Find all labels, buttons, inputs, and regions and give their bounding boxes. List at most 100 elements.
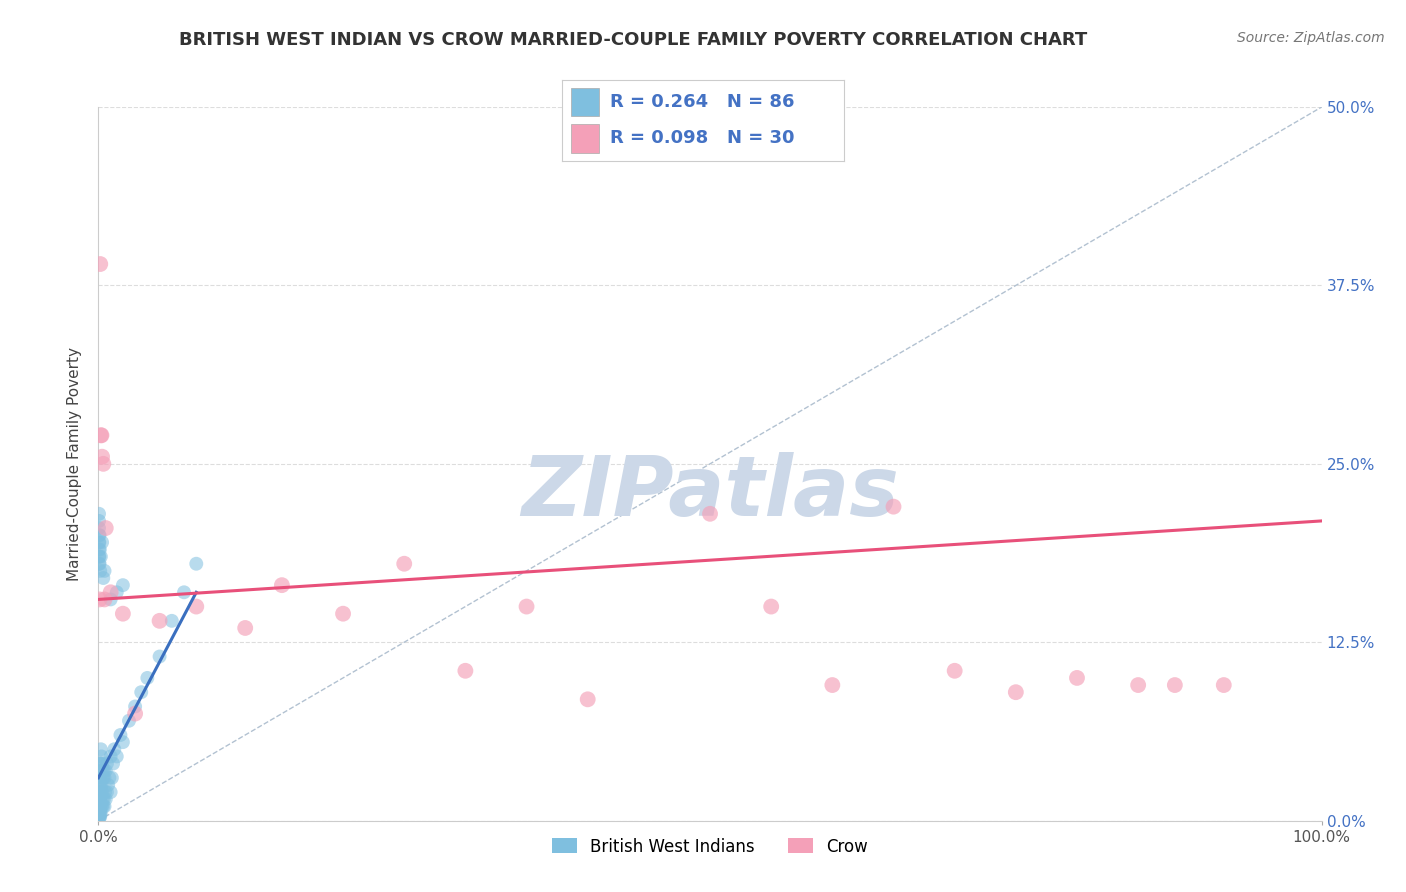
Point [89, 792, 111, 806]
Point [761, 599, 783, 614]
Point [93, 592, 115, 607]
Point [883, 500, 905, 514]
Point [89, 809, 111, 823]
Point [89, 809, 111, 823]
Text: ZIPatlas: ZIPatlas [522, 452, 898, 533]
Point [332, 607, 354, 621]
Point [93, 792, 115, 806]
Point [87, 806, 110, 821]
Point [149, 649, 172, 664]
Point [87, 792, 110, 806]
Point [89, 771, 111, 785]
Point [91, 756, 114, 771]
Point [89, 806, 111, 821]
Legend: British West Indians, Crow: British West Indians, Crow [546, 831, 875, 863]
Point [1164, 678, 1187, 692]
Point [149, 614, 172, 628]
Point [93, 771, 115, 785]
Point [90, 749, 112, 764]
Point [89, 792, 111, 806]
Point [89, 799, 111, 814]
Point [103, 742, 125, 756]
Point [90, 742, 112, 756]
Point [93, 764, 115, 778]
Point [89, 785, 111, 799]
Point [89, 557, 111, 571]
Bar [571, 125, 599, 153]
Point [136, 671, 159, 685]
Point [90, 806, 112, 821]
Point [270, 578, 294, 592]
Point [90, 428, 112, 442]
Point [100, 592, 122, 607]
Point [392, 557, 416, 571]
Point [160, 614, 183, 628]
Point [87, 549, 110, 564]
Point [91, 571, 114, 585]
Point [1066, 671, 1088, 685]
Point [87, 535, 110, 549]
Point [87, 514, 110, 528]
Point [101, 756, 124, 771]
Point [100, 749, 122, 764]
Point [89, 778, 111, 792]
Point [90, 785, 112, 799]
Text: R = 0.098   N = 30: R = 0.098 N = 30 [610, 129, 794, 147]
Point [89, 535, 111, 549]
Point [87, 785, 110, 799]
Point [821, 678, 844, 692]
Point [90, 778, 112, 792]
Point [89, 257, 111, 271]
Point [91, 792, 114, 806]
Text: Source: ZipAtlas.com: Source: ZipAtlas.com [1237, 31, 1385, 45]
Point [89, 592, 111, 607]
Point [87, 557, 110, 571]
Bar [571, 87, 599, 116]
Point [91, 771, 114, 785]
Point [87, 507, 110, 521]
Point [111, 607, 134, 621]
Point [91, 457, 114, 471]
Point [87, 811, 110, 825]
Point [943, 664, 966, 678]
Point [110, 728, 132, 742]
Point [91, 450, 114, 464]
Point [186, 599, 208, 614]
Point [233, 621, 256, 635]
Point [90, 764, 112, 778]
Point [94, 764, 117, 778]
Text: BRITISH WEST INDIAN VS CROW MARRIED-COUPLE FAMILY POVERTY CORRELATION CHART: BRITISH WEST INDIAN VS CROW MARRIED-COUP… [179, 31, 1087, 49]
Point [96, 785, 118, 799]
Point [89, 802, 111, 816]
Point [87, 528, 110, 542]
Point [91, 535, 114, 549]
Point [89, 528, 111, 542]
Point [90, 428, 112, 442]
Point [454, 664, 477, 678]
Point [111, 578, 134, 592]
Point [1004, 685, 1026, 699]
Point [105, 585, 128, 599]
Point [100, 585, 122, 599]
Point [89, 806, 111, 821]
Point [89, 771, 111, 785]
Point [173, 585, 195, 599]
Text: R = 0.264   N = 86: R = 0.264 N = 86 [610, 93, 794, 111]
Point [90, 549, 112, 564]
Point [97, 778, 120, 792]
Point [90, 797, 112, 811]
Point [124, 699, 146, 714]
Point [87, 521, 110, 535]
Point [91, 785, 114, 799]
Point [93, 799, 115, 814]
Point [94, 521, 117, 535]
Point [111, 735, 134, 749]
Point [91, 764, 114, 778]
Point [1128, 678, 1150, 692]
Point [118, 714, 141, 728]
Point [87, 542, 110, 557]
Point [576, 692, 599, 706]
Point [699, 507, 721, 521]
Point [1212, 678, 1234, 692]
Point [516, 599, 538, 614]
